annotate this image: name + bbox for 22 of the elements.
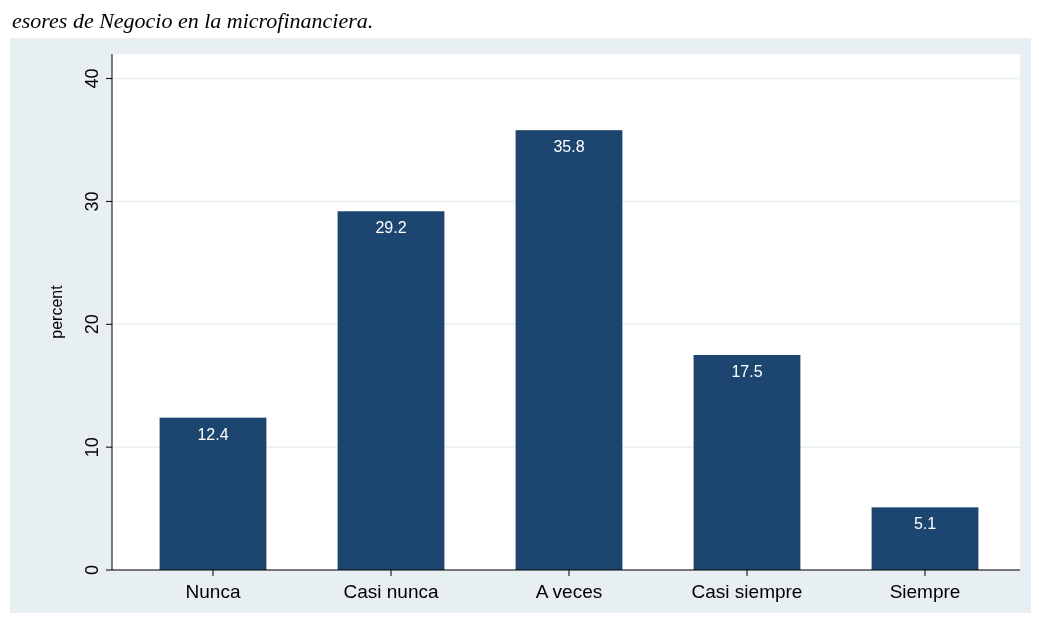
data-label: 12.4	[197, 425, 229, 443]
y-tick-label: 10	[82, 437, 102, 458]
x-tick-label: Casi nunca	[343, 581, 439, 602]
data-label: 17.5	[731, 363, 763, 380]
x-tick-label: Casi siempre	[691, 581, 803, 602]
chart-title: esores de Negocio en la microfinanciera.	[12, 8, 374, 33]
bar	[515, 130, 623, 570]
x-tick-label: Siempre	[889, 581, 961, 602]
y-tick-label: 20	[82, 314, 102, 335]
data-label: 35.8	[553, 138, 585, 156]
x-tick-label: A veces	[535, 581, 603, 602]
y-tick-label: 30	[82, 191, 102, 212]
bar	[159, 417, 267, 570]
y-axis-title: percent	[48, 284, 65, 339]
data-label: 29.2	[375, 219, 407, 237]
bar	[871, 507, 979, 570]
bar	[693, 355, 801, 570]
x-tick-label: Nunca	[185, 581, 241, 602]
y-tick-label: 40	[82, 68, 102, 89]
y-tick-label: 0	[82, 564, 102, 576]
bar	[337, 211, 445, 570]
data-label: 5.1	[913, 515, 937, 533]
